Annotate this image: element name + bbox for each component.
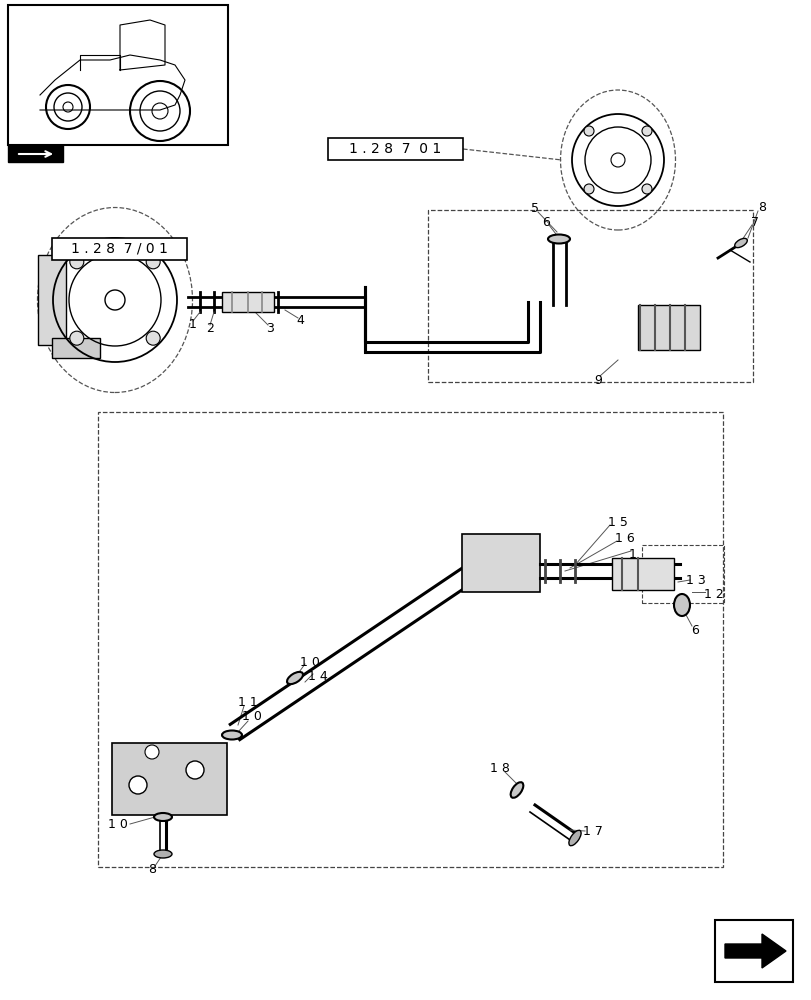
Ellipse shape — [154, 850, 172, 858]
Text: 1 0: 1 0 — [108, 818, 128, 831]
Text: 5: 5 — [530, 202, 539, 215]
Circle shape — [186, 761, 204, 779]
Text: 1 6: 1 6 — [615, 532, 634, 544]
Circle shape — [146, 255, 160, 269]
Text: 2: 2 — [206, 322, 213, 334]
Bar — [221, 292, 273, 312]
Text: 4: 4 — [296, 314, 303, 326]
Bar — [642, 545, 723, 603]
Bar — [52, 338, 100, 358]
Circle shape — [129, 776, 147, 794]
Ellipse shape — [673, 594, 689, 616]
Text: 1 . 2 8  7 / 0 1: 1 . 2 8 7 / 0 1 — [71, 242, 168, 256]
Text: 1 5: 1 5 — [607, 516, 627, 528]
Text: 8: 8 — [148, 863, 156, 876]
Text: 7: 7 — [750, 216, 758, 229]
Text: 1 . 2 8  7  0 1: 1 . 2 8 7 0 1 — [349, 142, 441, 156]
Bar — [8, 5, 228, 145]
Circle shape — [105, 290, 125, 310]
Bar — [427, 210, 752, 382]
Ellipse shape — [510, 782, 523, 798]
Bar — [714, 920, 792, 982]
Circle shape — [610, 153, 624, 167]
Text: 3: 3 — [266, 322, 273, 334]
Ellipse shape — [547, 234, 569, 243]
Bar — [328, 138, 462, 160]
Text: 1: 1 — [629, 548, 636, 560]
Bar — [461, 534, 539, 592]
Circle shape — [145, 745, 159, 759]
Text: 8: 8 — [757, 201, 765, 214]
Ellipse shape — [569, 830, 581, 846]
Bar — [637, 305, 699, 350]
Circle shape — [70, 255, 84, 269]
Bar — [8, 145, 63, 162]
Text: 1 1: 1 1 — [238, 696, 258, 708]
Text: 1 0: 1 0 — [242, 710, 262, 723]
Ellipse shape — [734, 238, 746, 248]
Ellipse shape — [221, 730, 242, 739]
Circle shape — [583, 184, 594, 194]
Bar — [112, 743, 227, 815]
Text: 1 0: 1 0 — [300, 656, 320, 668]
Text: 1 4: 1 4 — [307, 670, 328, 684]
Polygon shape — [724, 934, 785, 968]
Bar — [52, 238, 187, 260]
Circle shape — [583, 126, 594, 136]
Text: 1 3: 1 3 — [685, 574, 705, 586]
Bar — [611, 558, 673, 590]
Text: 1 8: 1 8 — [490, 762, 509, 774]
Bar — [98, 412, 722, 867]
Circle shape — [146, 331, 160, 345]
Text: 6: 6 — [542, 216, 549, 229]
Circle shape — [642, 184, 651, 194]
Text: 1: 1 — [189, 318, 197, 330]
Text: 9: 9 — [594, 373, 601, 386]
Ellipse shape — [286, 672, 303, 684]
Text: 1 2: 1 2 — [703, 587, 723, 600]
Ellipse shape — [154, 813, 172, 821]
Circle shape — [642, 126, 651, 136]
Bar — [38, 255, 66, 345]
Text: 6: 6 — [690, 624, 698, 636]
Text: 1 7: 1 7 — [582, 825, 603, 838]
Circle shape — [70, 331, 84, 345]
